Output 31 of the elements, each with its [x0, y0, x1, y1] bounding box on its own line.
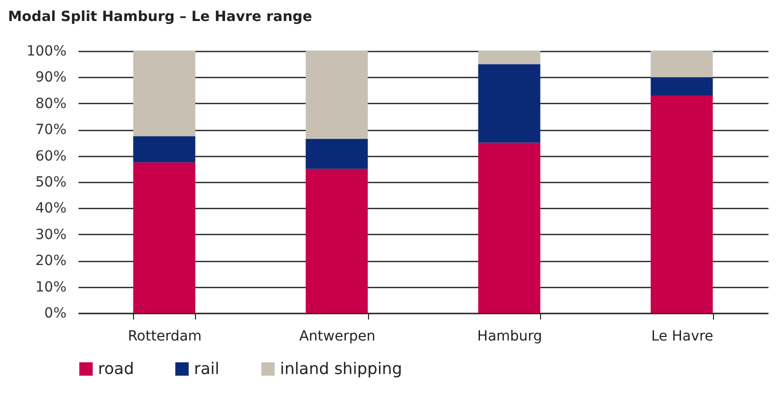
x-tick-label: Le Havre [651, 328, 714, 344]
y-tick-label: 70% [35, 122, 66, 138]
y-tick-label: 30% [35, 226, 66, 243]
y-tick-label: 80% [35, 96, 66, 112]
x-tick-label: Antwerpen [299, 328, 376, 344]
bar [306, 138, 368, 169]
bar [650, 96, 713, 313]
bar [133, 51, 196, 136]
y-tick-label: 10% [35, 279, 66, 296]
bar [478, 64, 540, 143]
bar [306, 168, 368, 313]
bar [133, 136, 196, 162]
y-tick-label: 0% [44, 306, 66, 322]
bar [650, 77, 713, 96]
bar [478, 142, 540, 313]
y-tick-label: 40% [35, 200, 66, 217]
y-tick-label: 20% [35, 253, 66, 270]
y-tick-label: 60% [35, 148, 66, 164]
bar [650, 51, 713, 78]
y-tick-label: 90% [35, 70, 66, 86]
legend-label: rail [194, 359, 220, 378]
y-tick-label: 50% [35, 174, 66, 190]
chart-title: Modal Split Hamburg – Le Havre range [8, 9, 312, 25]
bar [306, 51, 368, 139]
x-tick-label: Hamburg [477, 328, 542, 344]
legend-label: road [98, 359, 134, 378]
legend-label: inland shipping [280, 359, 402, 378]
bar [478, 51, 540, 64]
bar [133, 162, 196, 313]
y-tick-label: 100% [26, 44, 66, 60]
x-tick-label: Rotterdam [128, 328, 202, 344]
